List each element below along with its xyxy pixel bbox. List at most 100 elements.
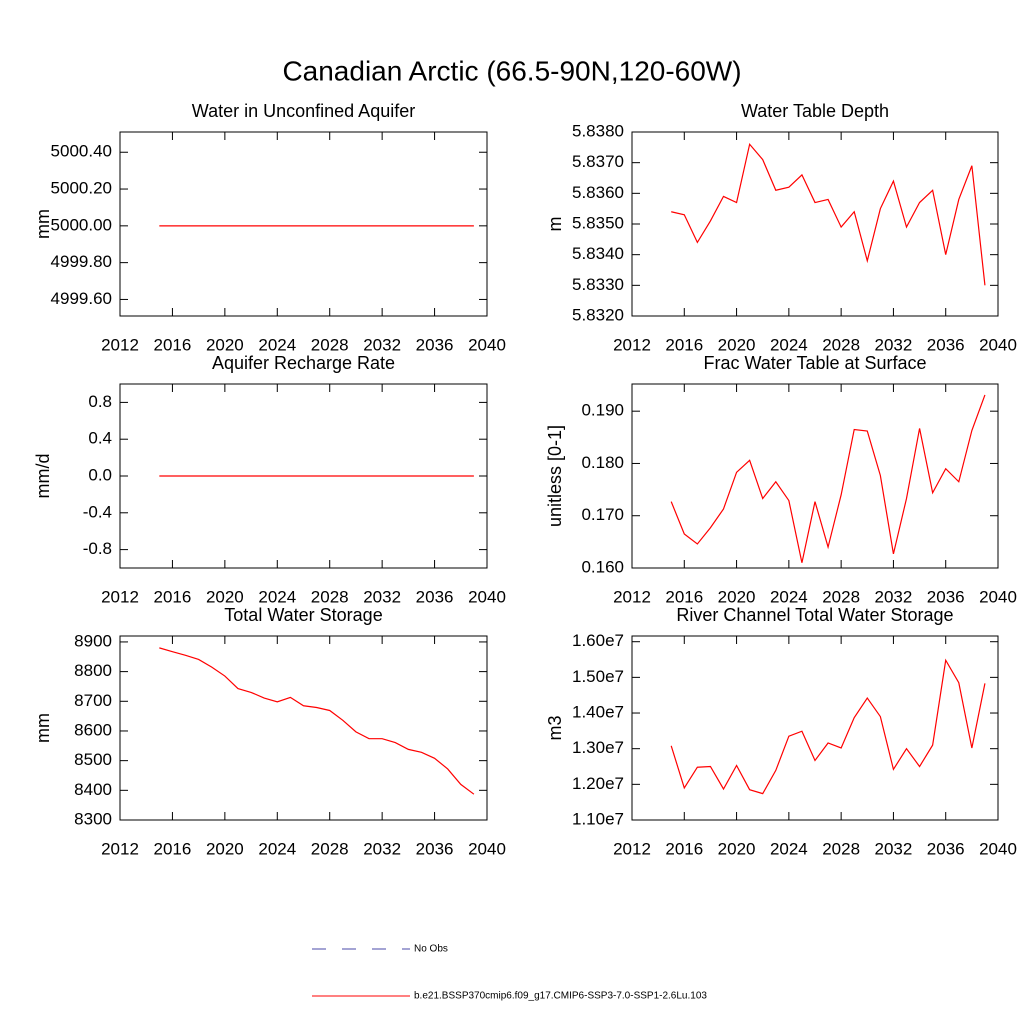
y-tick-label: 8500 <box>74 750 112 769</box>
x-tick-label: 2016 <box>154 839 192 858</box>
y-tick-label: 0.160 <box>581 557 624 576</box>
y-tick-label: 1.20e7 <box>572 774 624 793</box>
x-tick-label: 2020 <box>206 587 244 606</box>
panel-title: Water in Unconfined Aquifer <box>192 101 415 121</box>
x-tick-label: 2040 <box>979 839 1017 858</box>
y-axis-label: mm <box>33 209 53 239</box>
x-tick-label: 2040 <box>979 335 1017 354</box>
x-tick-label: 2012 <box>101 335 139 354</box>
x-tick-label: 2012 <box>101 839 139 858</box>
x-tick-label: 2012 <box>613 839 651 858</box>
x-tick-label: 2032 <box>363 839 401 858</box>
y-axis-label: m3 <box>545 715 565 740</box>
x-tick-label: 2024 <box>258 839 296 858</box>
legend-label: b.e21.BSSP370cmip6.f09_g17.CMIP6-SSP3-7.… <box>414 991 707 1002</box>
x-tick-label: 2032 <box>363 587 401 606</box>
y-tick-label: 5.8370 <box>572 152 624 171</box>
x-tick-label: 2040 <box>468 335 506 354</box>
x-tick-label: 2024 <box>258 587 296 606</box>
y-tick-label: 0.8 <box>88 392 112 411</box>
x-tick-label: 2036 <box>927 335 965 354</box>
y-tick-label: 8900 <box>74 631 112 650</box>
y-tick-label: 0.190 <box>581 401 624 420</box>
y-tick-label: 8700 <box>74 691 112 710</box>
panel-title: Aquifer Recharge Rate <box>212 353 395 373</box>
x-tick-label: 2028 <box>311 335 349 354</box>
panel-title: River Channel Total Water Storage <box>676 605 953 625</box>
y-tick-label: 4999.60 <box>51 289 112 308</box>
x-tick-label: 2028 <box>311 587 349 606</box>
x-tick-label: 2024 <box>770 587 808 606</box>
y-axis-label: unitless [0-1] <box>545 425 565 527</box>
x-tick-label: 2032 <box>875 587 913 606</box>
x-tick-label: 2012 <box>613 587 651 606</box>
y-tick-label: -0.4 <box>83 502 112 521</box>
x-tick-label: 2028 <box>822 839 860 858</box>
y-tick-label: 1.30e7 <box>572 738 624 757</box>
x-tick-label: 2036 <box>416 587 454 606</box>
data-line <box>671 142 986 286</box>
x-tick-label: 2012 <box>613 335 651 354</box>
plot-frame <box>631 383 999 569</box>
y-tick-label: 1.50e7 <box>572 667 624 686</box>
x-tick-label: 2016 <box>665 839 703 858</box>
x-tick-label: 2040 <box>979 587 1017 606</box>
x-tick-label: 2020 <box>718 839 756 858</box>
data-line <box>670 658 986 795</box>
x-tick-label: 2036 <box>416 335 454 354</box>
x-tick-label: 2028 <box>822 587 860 606</box>
x-tick-label: 2024 <box>258 335 296 354</box>
x-tick-label: 2024 <box>770 335 808 354</box>
x-tick-label: 2040 <box>468 587 506 606</box>
x-tick-label: 2036 <box>927 839 965 858</box>
y-axis-label: m <box>545 217 565 232</box>
y-tick-label: 1.40e7 <box>572 703 624 722</box>
x-tick-label: 2032 <box>875 839 913 858</box>
x-tick-label: 2016 <box>154 587 192 606</box>
y-tick-label: 8300 <box>74 809 112 828</box>
x-tick-label: 2024 <box>770 839 808 858</box>
y-tick-label: 5.8360 <box>572 183 624 202</box>
panel-title: Total Water Storage <box>224 605 382 625</box>
y-tick-label: 5.8380 <box>572 121 624 140</box>
legend-label: No Obs <box>414 944 448 955</box>
x-tick-label: 2032 <box>363 335 401 354</box>
y-tick-label: 1.60e7 <box>572 631 624 650</box>
y-tick-label: -0.8 <box>83 539 112 558</box>
y-tick-label: 8800 <box>74 661 112 680</box>
x-tick-label: 2036 <box>416 839 454 858</box>
y-tick-label: 8600 <box>74 720 112 739</box>
y-axis-label: mm/d <box>33 454 53 499</box>
y-tick-label: 5.8340 <box>572 244 624 263</box>
plot-frame <box>631 131 999 317</box>
panel-title: Frac Water Table at Surface <box>703 353 926 373</box>
y-tick-label: 5000.20 <box>51 179 112 198</box>
x-tick-label: 2032 <box>875 335 913 354</box>
y-axis-label: mm <box>33 713 53 743</box>
y-tick-label: 5000.00 <box>51 215 112 234</box>
y-tick-label: 5.8350 <box>572 213 624 232</box>
y-tick-label: 4999.80 <box>51 252 112 271</box>
x-tick-label: 2016 <box>665 335 703 354</box>
x-tick-label: 2012 <box>101 587 139 606</box>
panel-title: Water Table Depth <box>741 101 889 121</box>
x-tick-label: 2020 <box>206 839 244 858</box>
plot-frame <box>119 131 488 317</box>
x-tick-label: 2020 <box>718 587 756 606</box>
y-tick-label: 5.8330 <box>572 275 624 294</box>
figure-title: Canadian Arctic (66.5-90N,120-60W) <box>282 55 741 86</box>
plot-frame <box>631 635 999 821</box>
x-tick-label: 2028 <box>822 335 860 354</box>
x-tick-label: 2016 <box>154 335 192 354</box>
x-tick-label: 2020 <box>718 335 756 354</box>
y-tick-label: 0.180 <box>581 453 624 472</box>
x-tick-label: 2028 <box>311 839 349 858</box>
x-tick-label: 2020 <box>206 335 244 354</box>
x-tick-label: 2040 <box>468 839 506 858</box>
y-tick-label: 8400 <box>74 780 112 799</box>
data-line <box>670 394 986 563</box>
data-line <box>159 647 475 795</box>
y-tick-label: 5000.40 <box>51 142 112 161</box>
x-tick-label: 2016 <box>665 587 703 606</box>
